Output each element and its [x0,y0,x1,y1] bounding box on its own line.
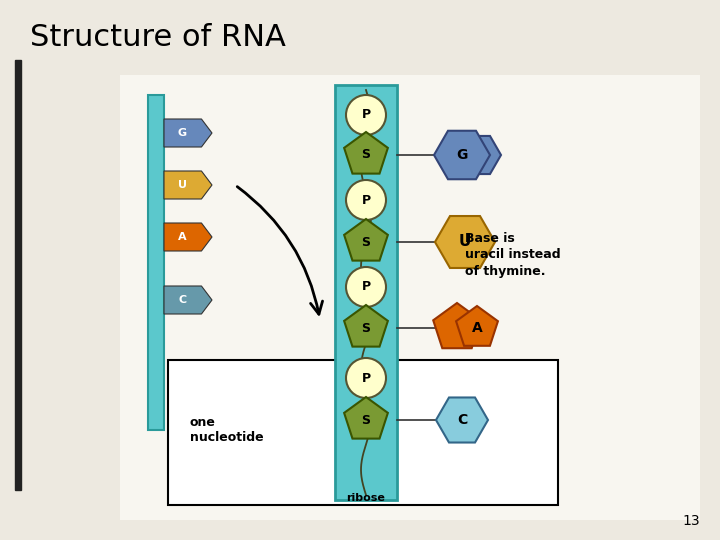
Text: Base is
uracil instead
of thymine.: Base is uracil instead of thymine. [465,232,561,279]
Polygon shape [164,286,212,314]
Polygon shape [344,397,388,438]
Text: U: U [178,180,186,190]
Polygon shape [164,119,212,147]
Polygon shape [433,303,481,348]
Circle shape [346,267,386,307]
Text: A: A [178,232,186,242]
FancyArrowPatch shape [237,187,323,314]
Text: P: P [361,109,371,122]
Text: ribose: ribose [346,493,385,503]
Text: P: P [361,280,371,294]
Text: P: P [361,372,371,384]
Circle shape [346,95,386,135]
Text: one
nucleotide: one nucleotide [190,416,264,444]
Text: C: C [457,413,467,427]
Bar [120,75,700,520]
Polygon shape [344,132,388,173]
Bar [168,360,558,505]
Polygon shape [344,219,388,261]
Polygon shape [457,136,501,174]
Bar [335,85,397,500]
Text: C: C [178,295,186,305]
Text: S: S [361,414,371,427]
Text: S: S [361,148,371,161]
Text: S: S [361,321,371,334]
Polygon shape [434,131,490,179]
Polygon shape [344,305,388,347]
Polygon shape [456,306,498,346]
Polygon shape [164,223,212,251]
Text: U: U [459,234,471,249]
Polygon shape [435,216,495,268]
Polygon shape [164,171,212,199]
Text: G: G [178,128,186,138]
Text: 13: 13 [683,514,700,528]
Text: Structure of RNA: Structure of RNA [30,24,286,52]
Text: G: G [456,148,468,162]
Text: P: P [361,193,371,206]
Bar [148,95,164,430]
Circle shape [346,358,386,398]
Text: A: A [472,321,482,335]
Circle shape [346,180,386,220]
Bar [15,60,21,490]
Polygon shape [436,397,488,442]
Text: S: S [361,235,371,248]
